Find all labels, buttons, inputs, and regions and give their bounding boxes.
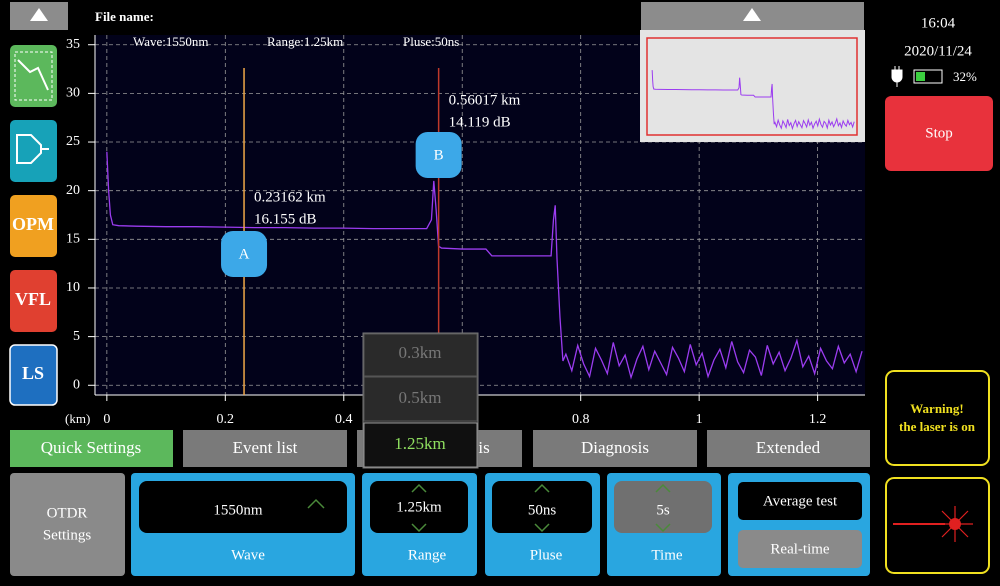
tab[interactable]	[533, 430, 697, 467]
cursor-label: B	[434, 147, 444, 163]
average-button[interactable]	[738, 482, 862, 520]
y-tick-label: 15	[66, 232, 80, 247]
down-chevron[interactable]	[411, 523, 427, 533]
y-tick-label: 10	[66, 280, 80, 295]
menu-item[interactable]	[363, 333, 478, 377]
time-value: 5s	[656, 502, 670, 518]
time-label: Time	[651, 547, 682, 563]
x-tick-label: 0.8	[572, 412, 590, 427]
x-tick-label: 0.2	[217, 412, 235, 427]
ls-label: LS	[22, 363, 44, 383]
up-chevron[interactable]	[655, 483, 671, 493]
minimap-trace	[651, 70, 855, 131]
time-field[interactable]	[614, 481, 712, 533]
stop-label: Stop	[925, 125, 953, 141]
battery-percent: 32%	[953, 69, 977, 84]
tab-label: Event list	[233, 438, 298, 457]
up-chevron[interactable]	[534, 483, 550, 493]
menu-item[interactable]	[363, 376, 478, 422]
menu-item-selected[interactable]	[363, 422, 478, 468]
down-chevron[interactable]	[655, 523, 671, 533]
range-menu: 0.3km 0.5km 1.25km	[362, 332, 479, 469]
icon-frame	[14, 51, 53, 101]
y-tick-label: 20	[66, 183, 80, 198]
y-tick-label: 30	[66, 86, 80, 101]
battery-level	[916, 72, 925, 81]
tab-label: Diagnosis	[581, 438, 649, 457]
ls-tool[interactable]	[9, 344, 58, 406]
cursor-label: A	[239, 246, 250, 262]
up-chevron[interactable]	[307, 498, 325, 509]
up-chevron[interactable]	[411, 483, 427, 493]
minimap-line	[651, 70, 855, 131]
warning-box	[885, 370, 990, 466]
wave-label: Wave	[231, 547, 265, 563]
settings-title: Settings	[43, 527, 92, 543]
y-tick-label: 0	[73, 377, 80, 392]
range-info: Range:1.25km	[267, 34, 343, 49]
range-field[interactable]	[370, 481, 468, 533]
trace-line	[106, 151, 863, 380]
cursor-readout: 14.119 dB	[449, 114, 511, 130]
wave-info: Wave:1550nm	[133, 34, 209, 49]
y-tick-label: 35	[66, 37, 80, 52]
minimap-frame	[646, 37, 858, 136]
average-label: Average test	[763, 493, 838, 509]
range-label: Range	[408, 547, 447, 563]
laser-rays	[937, 506, 973, 542]
tab[interactable]	[183, 430, 347, 467]
wave-value: 1550nm	[213, 502, 263, 518]
x-tick-label: 0.4	[335, 412, 353, 427]
menu-item-label: 1.25km	[394, 434, 445, 453]
file-name-label: File name:	[95, 9, 154, 24]
x-axis-label: (km)	[65, 411, 90, 426]
up-arrow	[30, 8, 48, 21]
pulse-label: Pluse	[530, 547, 563, 563]
range-value: 1.25km	[396, 499, 442, 515]
laser-box[interactable]	[885, 477, 990, 574]
cursor-readout: 0.23162 km	[254, 189, 326, 205]
minimap	[640, 30, 865, 142]
vfl-tool[interactable]	[10, 270, 57, 332]
warning-title: Warning!	[910, 401, 963, 416]
tab[interactable]	[707, 430, 870, 467]
cursor-handle[interactable]	[415, 132, 462, 178]
pulse-info: Pluse:50ns	[403, 34, 459, 49]
cursor-readout: 16.155 dB	[254, 211, 317, 227]
tab-label: Quick Settings	[41, 438, 142, 457]
y-tick-label: 5	[73, 329, 80, 344]
wave-field[interactable]	[139, 481, 347, 533]
plug-icon	[891, 66, 903, 87]
otdr-settings[interactable]	[10, 473, 125, 576]
pulse-field[interactable]	[492, 481, 592, 533]
warning-text: the laser is on	[899, 419, 976, 434]
trace-tool[interactable]	[10, 45, 57, 107]
date: 2020/11/24	[904, 43, 972, 59]
stop-button[interactable]	[885, 96, 993, 171]
y-tick-label: 25	[66, 134, 80, 149]
x-tick-label: 0	[103, 412, 110, 427]
icon-line	[17, 59, 49, 91]
pulse-value: 50ns	[528, 502, 557, 518]
settings-title: OTDR	[47, 505, 88, 521]
tab[interactable]	[10, 430, 173, 467]
opm-tool[interactable]	[10, 195, 57, 257]
tab-label: Extended	[756, 438, 821, 457]
up-arrow	[743, 8, 761, 21]
down-chevron[interactable]	[534, 523, 550, 533]
realtime-label: Real-time	[770, 541, 829, 557]
cursor-readout: 0.56017 km	[449, 92, 521, 108]
x-tick-label: 1	[696, 412, 703, 427]
x-tick-label: 1.2	[809, 412, 827, 427]
opm-label: OPM	[12, 214, 54, 234]
menu-item-label: 0.3km	[399, 343, 442, 362]
battery	[913, 69, 943, 84]
menu-item-label: 0.5km	[399, 388, 442, 407]
clock: 16:04	[921, 15, 956, 31]
realtime-button[interactable]	[738, 530, 862, 568]
icon-splitter	[16, 134, 49, 164]
vfl-label: VFL	[15, 289, 51, 309]
cursor-handle[interactable]	[221, 231, 268, 277]
